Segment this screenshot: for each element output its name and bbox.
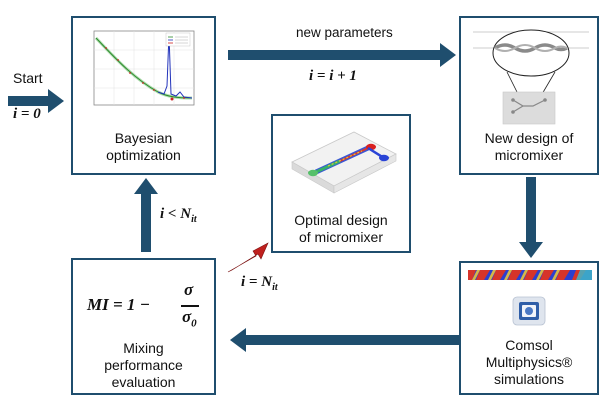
mixing-caption-line1: Mixing [123,340,164,356]
new-parameters-label: new parameters [296,25,393,40]
loop-condition-label: i < Nit [160,206,197,225]
exit-condition-subscript: it [272,282,278,293]
formula-fraction-bar [181,305,199,307]
bayesian-optimization-caption: Bayesian optimization [73,130,214,164]
optimization-plot [93,30,195,106]
loop-arrow [134,178,158,252]
micromixer-zoom-illustration [473,29,589,125]
new-design-box: New design of micromixer [459,16,599,175]
bayesian-optimization-box: Bayesian optimization [71,16,216,175]
iteration-update-label: i = i + 1 [309,68,357,84]
loop-condition-text: i < N [160,206,192,222]
optimal-design-box: Optimal design of micromixer [271,114,411,253]
bayesian-caption-line2: optimization [106,147,181,163]
mixing-performance-caption: Mixing performance evaluation [73,340,214,391]
mixing-caption-line3: evaluation [111,374,176,390]
exit-arrow [227,242,269,273]
comsol-logo-icon [512,296,546,326]
comsol-caption-line3: simulations [493,371,565,387]
optimal-design-caption: Optimal design of micromixer [273,212,409,246]
formula-denominator-subscript: 0 [191,317,197,330]
simulation-result-strip [468,270,592,280]
formula-denominator-symbol: σ [182,307,192,326]
mixing-index-formula: MI = 1 − σ σ0 [87,280,205,330]
comsol-simulation-box: Comsol Multiphysics® simulations [459,261,599,395]
bayesian-caption-line1: Bayesian [114,130,173,146]
comsol-caption: Comsol Multiphysics® simulations [461,337,597,388]
down-arrow [519,177,543,258]
mixing-caption-line2: performance [104,357,183,373]
optimal-caption-line1: Optimal design [294,212,388,228]
exit-condition-text: i = N [241,274,273,290]
comsol-caption-line2: Multiphysics® [485,354,573,370]
formula-numerator: σ [184,280,194,299]
start-iteration-label: i = 0 [13,106,41,122]
comsol-caption-line1: Comsol [505,337,553,353]
mixing-performance-box: MI = 1 − σ σ0 Mixing performance evaluat… [71,258,216,395]
new-design-caption-line2: micromixer [494,147,564,163]
formula-denominator: σ0 [182,307,197,329]
new-design-caption: New design of micromixer [461,130,597,164]
optimal-micromixer-illustration [291,131,397,194]
new-parameters-arrow [228,43,456,67]
loop-condition-subscript: it [191,214,197,225]
start-label: Start [13,70,43,86]
formula-lhs: MI = 1 − [87,295,150,314]
new-design-caption-line1: New design of [484,130,574,146]
optimal-caption-line2: of micromixer [298,229,383,245]
feedback-arrow [230,328,460,352]
exit-condition-label: i = Nit [241,274,278,293]
